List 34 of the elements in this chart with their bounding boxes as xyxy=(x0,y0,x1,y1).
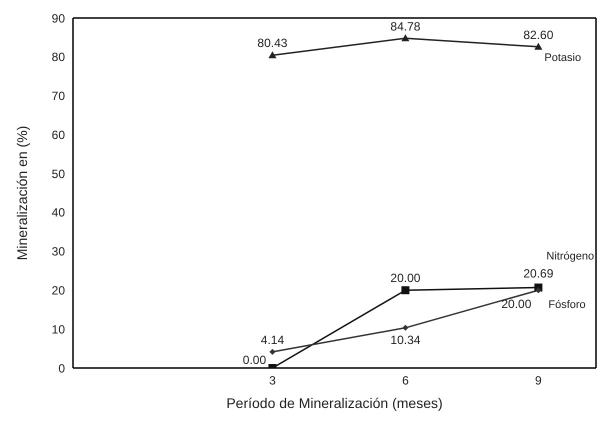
data-label: 20.00 xyxy=(390,271,421,286)
x-axis-title: Período de Mineralización (meses) xyxy=(226,395,443,411)
series-label: Nitrógeno xyxy=(546,250,594,263)
point xyxy=(534,42,542,50)
data-label: 20.00 xyxy=(501,297,532,312)
point xyxy=(269,348,276,355)
point xyxy=(402,324,408,331)
data-label: 4.14 xyxy=(260,332,284,347)
y-tick-label: 90 xyxy=(52,11,66,26)
series-label: Potasio xyxy=(544,52,582,64)
data-label: 10.34 xyxy=(390,332,421,347)
x-tick-label: 3 xyxy=(269,374,276,388)
point xyxy=(401,286,410,294)
y-tick-label: 0 xyxy=(58,361,66,376)
y-tick-label: 70 xyxy=(52,89,66,104)
data-label: 84.78 xyxy=(390,19,421,34)
y-tick-label: 30 xyxy=(52,244,66,259)
y-tick-label: 20 xyxy=(52,283,66,298)
data-label: 82.60 xyxy=(523,28,554,42)
y-tick-label: 80 xyxy=(52,50,66,64)
x-tick-label: 6 xyxy=(402,374,410,388)
y-axis-title: Mineralización en (%) xyxy=(14,126,30,260)
data-label: 20.69 xyxy=(523,266,554,281)
y-tick-label: 40 xyxy=(52,206,66,220)
y-tick-label: 60 xyxy=(52,128,66,142)
y-tick-label: 10 xyxy=(52,322,66,336)
point xyxy=(535,287,542,294)
point xyxy=(268,51,276,58)
x-tick-label: 9 xyxy=(535,374,542,388)
point xyxy=(401,34,410,42)
series-label: Fósforo xyxy=(548,299,586,312)
data-label: 0.00 xyxy=(242,353,266,367)
data-label: 80.43 xyxy=(257,36,288,50)
y-tick-label: 50 xyxy=(52,166,66,181)
